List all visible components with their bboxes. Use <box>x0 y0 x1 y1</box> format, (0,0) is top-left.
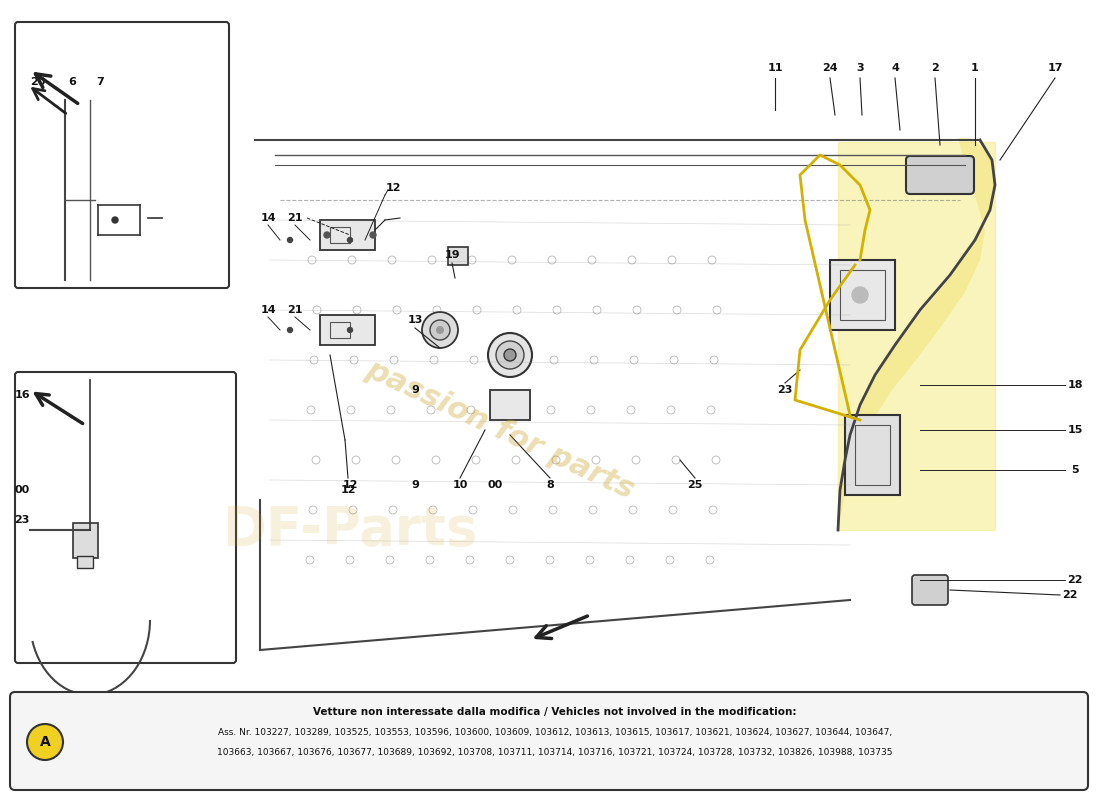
Text: 9: 9 <box>411 385 419 395</box>
Circle shape <box>430 320 450 340</box>
Text: 21: 21 <box>287 305 303 315</box>
Text: 3: 3 <box>856 63 864 73</box>
Text: 22: 22 <box>1067 575 1082 585</box>
FancyBboxPatch shape <box>906 156 974 194</box>
Bar <box>855 425 890 485</box>
Text: 23: 23 <box>14 515 30 525</box>
Text: 1: 1 <box>971 63 979 73</box>
Circle shape <box>348 327 352 333</box>
Text: 23: 23 <box>778 385 793 395</box>
Bar <box>830 260 895 330</box>
Text: 10: 10 <box>452 480 468 490</box>
Text: 4: 4 <box>891 63 899 73</box>
Text: 14: 14 <box>261 305 276 315</box>
Text: 20: 20 <box>31 77 46 87</box>
Bar <box>77 556 94 568</box>
Circle shape <box>112 217 118 223</box>
Text: 21: 21 <box>287 213 303 223</box>
Text: 12: 12 <box>385 183 400 193</box>
Circle shape <box>28 724 63 760</box>
Text: 12: 12 <box>340 485 355 495</box>
Text: 25: 25 <box>688 480 703 490</box>
Polygon shape <box>836 138 996 540</box>
Text: 14: 14 <box>261 213 276 223</box>
Circle shape <box>287 238 293 242</box>
FancyBboxPatch shape <box>10 692 1088 790</box>
Bar <box>845 415 900 495</box>
Text: A: A <box>40 735 51 749</box>
Text: 16: 16 <box>14 390 30 400</box>
FancyBboxPatch shape <box>15 372 236 663</box>
Text: 00: 00 <box>487 480 503 490</box>
Bar <box>320 220 375 250</box>
Circle shape <box>496 341 524 369</box>
Text: 19: 19 <box>444 250 460 260</box>
Circle shape <box>436 326 444 334</box>
Circle shape <box>348 238 352 242</box>
Text: 7: 7 <box>96 77 103 87</box>
Bar <box>73 523 98 558</box>
Bar <box>320 315 375 345</box>
Text: 5: 5 <box>1071 465 1079 475</box>
Bar <box>330 322 350 338</box>
FancyBboxPatch shape <box>15 22 229 288</box>
Text: 11: 11 <box>768 63 783 73</box>
Text: DF-Parts: DF-Parts <box>222 504 477 556</box>
Text: 24: 24 <box>822 63 838 73</box>
Text: 17: 17 <box>1047 63 1063 73</box>
Text: 22: 22 <box>1063 590 1078 600</box>
Text: 12: 12 <box>342 480 358 490</box>
Circle shape <box>488 333 532 377</box>
Bar <box>448 247 468 265</box>
Text: 103663, 103667, 103676, 103677, 103689, 103692, 103708, 103711, 103714, 103716, : 103663, 103667, 103676, 103677, 103689, … <box>218 747 893 757</box>
Circle shape <box>504 349 516 361</box>
Bar <box>330 227 350 243</box>
Text: 15: 15 <box>1067 425 1082 435</box>
Text: 18: 18 <box>1067 380 1082 390</box>
Text: 13: 13 <box>407 315 422 325</box>
Text: 2: 2 <box>931 63 939 73</box>
Circle shape <box>324 232 330 238</box>
Text: 8: 8 <box>546 480 554 490</box>
FancyBboxPatch shape <box>912 575 948 605</box>
Text: 6: 6 <box>68 77 76 87</box>
Bar <box>490 390 530 420</box>
Bar <box>840 270 886 320</box>
Text: passion for parts: passion for parts <box>361 355 639 505</box>
Text: 9: 9 <box>411 480 419 490</box>
Text: Vetture non interessate dalla modifica / Vehicles not involved in the modificati: Vetture non interessate dalla modifica /… <box>314 707 796 717</box>
Text: Ass. Nr. 103227, 103289, 103525, 103553, 103596, 103600, 103609, 103612, 103613,: Ass. Nr. 103227, 103289, 103525, 103553,… <box>218 729 892 738</box>
Circle shape <box>852 287 868 303</box>
Circle shape <box>287 327 293 333</box>
Text: 00: 00 <box>14 485 30 495</box>
Circle shape <box>370 232 376 238</box>
Circle shape <box>422 312 458 348</box>
